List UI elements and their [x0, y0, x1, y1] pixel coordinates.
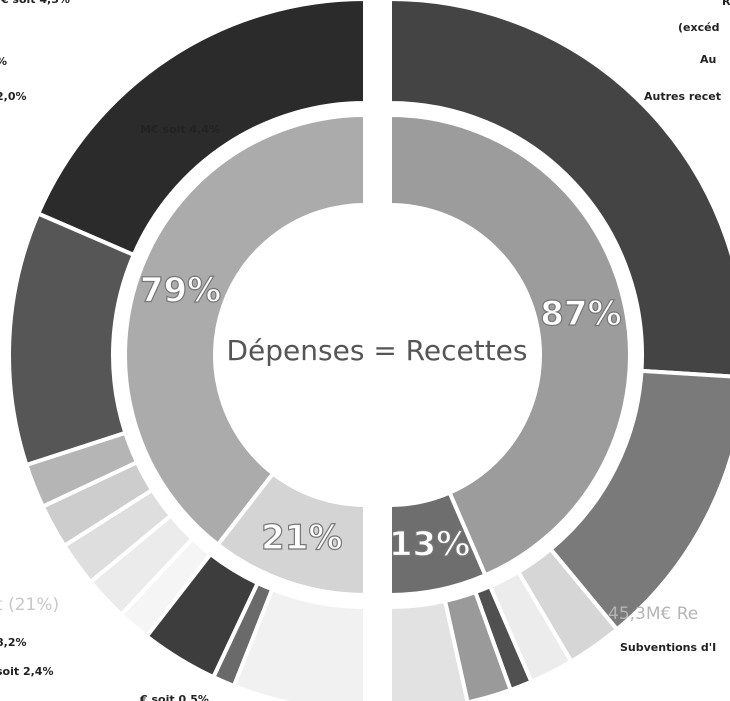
- annotation: 45,3M€ Re: [608, 604, 698, 624]
- inner-segment: [388, 490, 488, 598]
- annotation: t (21%): [0, 595, 59, 615]
- annotation: M€ soit 4,4%: [140, 123, 220, 136]
- annotation: Autres recet: [644, 90, 721, 103]
- outer-segment: [231, 586, 367, 701]
- inner-segment: [388, 112, 632, 578]
- annotation: R: [722, 0, 730, 8]
- value-label: 79%: [140, 270, 221, 310]
- outer-segment: [7, 210, 137, 468]
- outer-segment: [388, 0, 730, 379]
- inner-segment: [123, 112, 367, 548]
- inner-segment: [215, 470, 367, 598]
- annotation: 2,0%: [0, 90, 27, 103]
- annotation: Au: [700, 53, 716, 66]
- center-label: Dépenses = Recettes: [226, 334, 527, 367]
- annotation: soit 2,4%: [0, 665, 53, 678]
- value-label: 13%: [389, 524, 470, 564]
- annotation: 8,2%: [0, 636, 27, 649]
- value-label: 21%: [261, 518, 342, 558]
- annotation: € soit 0,5%: [139, 693, 209, 701]
- annotation: M€ soit 4,3%: [0, 0, 70, 6]
- annotation: %: [0, 55, 7, 68]
- value-label: 87%: [540, 294, 621, 334]
- annotation: (excéd: [678, 21, 719, 34]
- outer-segment: [388, 598, 470, 701]
- annotation: Subventions d'I: [620, 641, 716, 654]
